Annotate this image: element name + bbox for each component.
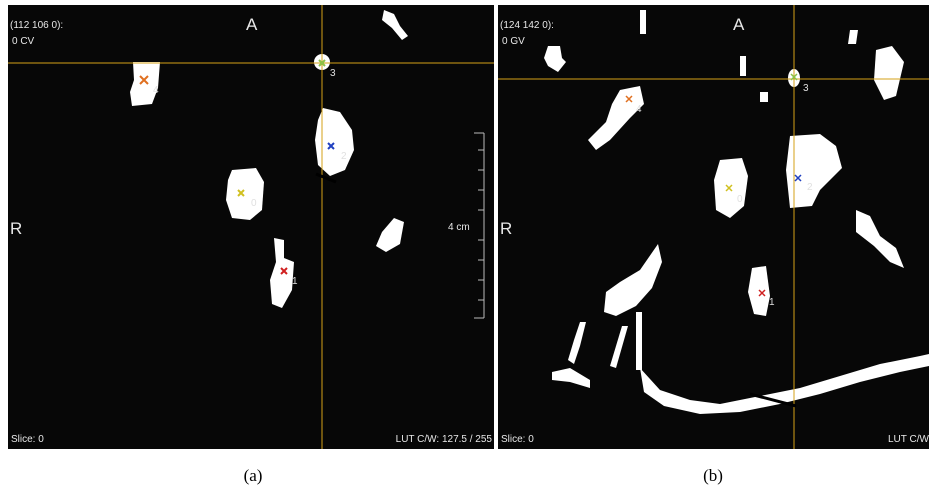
marker-label: 2: [807, 182, 813, 193]
lut: LUT C/W: 127.5 / 255: [396, 434, 493, 445]
panel-b: (124 142 0): 0 GV A R Slice: 0 LUT C/W: …: [498, 5, 932, 449]
panel-a: (112 106 0): 0 CV A R 4 cm Slice: 0 LUT …: [8, 5, 494, 449]
slice: Slice: 0: [501, 434, 534, 445]
marker-label: 4: [636, 104, 642, 115]
coords: (112 106 0):: [10, 20, 63, 31]
marker-label: 0: [251, 198, 257, 209]
orientation-top: A: [733, 15, 745, 34]
caption: (b): [703, 466, 723, 485]
marker-label: 3: [803, 83, 809, 94]
caption: (a): [244, 466, 263, 485]
marker-label: 1: [769, 297, 775, 308]
marker-label: 3: [330, 68, 336, 79]
coords: (124 142 0):: [500, 20, 554, 31]
marker-label: 0: [737, 194, 743, 205]
scale-label: 4 cm: [448, 222, 470, 233]
marker-label: 1: [292, 276, 298, 287]
orientation-left: R: [10, 219, 22, 238]
gray-value: 0 GV: [502, 36, 525, 47]
orientation-top: A: [246, 15, 258, 34]
marker-label: 2: [341, 151, 347, 162]
figure: (112 106 0): 0 CV A R 4 cm Slice: 0 LUT …: [0, 0, 932, 491]
image-background: [8, 5, 494, 449]
gray-value: 0 CV: [12, 36, 35, 47]
marker-label: 4: [153, 85, 159, 96]
lut: LUT C/W: 127.5 / 255: [888, 434, 932, 445]
slice: Slice: 0: [11, 434, 44, 445]
orientation-left: R: [500, 219, 512, 238]
